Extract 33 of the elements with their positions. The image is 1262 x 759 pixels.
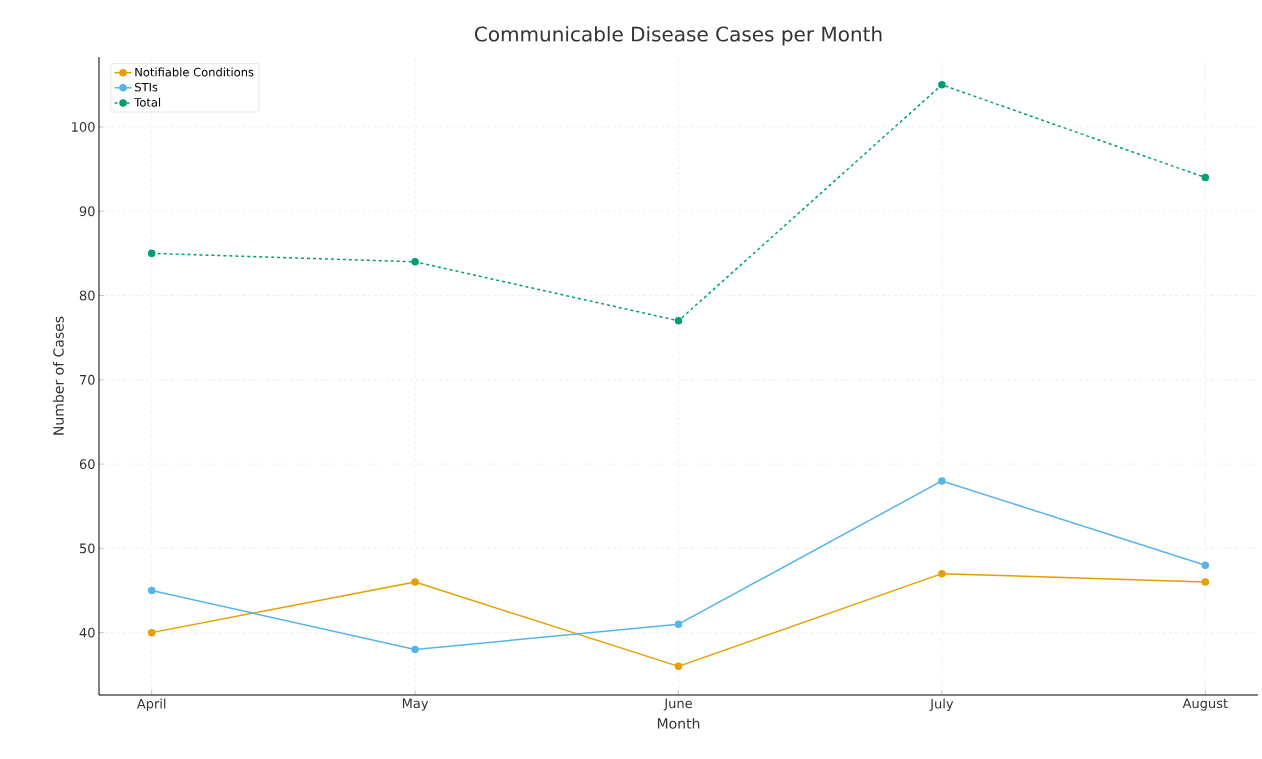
point — [411, 645, 419, 654]
x-tick-label: June — [663, 698, 692, 711]
legend-label: Total — [134, 97, 161, 107]
point — [674, 317, 683, 325]
x-axis-title: Month — [657, 717, 700, 729]
x-tick-label: May — [402, 698, 429, 711]
point — [147, 628, 156, 637]
y-axis-title: Number of Cases — [52, 316, 64, 435]
y-tick-label: 100 — [72, 122, 95, 132]
point — [411, 578, 419, 586]
y-tick-label: 80 — [79, 290, 95, 301]
x-tick-label: April — [136, 698, 166, 712]
point — [674, 620, 683, 628]
x-tick-label: July — [929, 698, 954, 712]
point — [1201, 578, 1210, 586]
point — [938, 477, 946, 485]
y-tick-label: 70 — [80, 374, 95, 385]
point — [147, 586, 156, 595]
y-tick-label: 60 — [79, 459, 95, 469]
point — [411, 258, 419, 266]
y-tick-label: 40 — [79, 627, 95, 638]
point — [147, 249, 156, 258]
point — [1201, 173, 1210, 182]
y-tick-label: 50 — [79, 543, 95, 554]
x-tick-label: August — [1182, 698, 1228, 711]
chart-title: Communicable Disease Cases per Month — [474, 26, 882, 46]
point — [674, 662, 683, 671]
point — [938, 569, 946, 578]
point — [938, 81, 946, 89]
legend-label: Notifiable Conditions — [135, 67, 254, 77]
legend-label: STIs — [135, 82, 158, 92]
y-tick-label: 90 — [79, 206, 95, 217]
point — [1201, 561, 1210, 569]
